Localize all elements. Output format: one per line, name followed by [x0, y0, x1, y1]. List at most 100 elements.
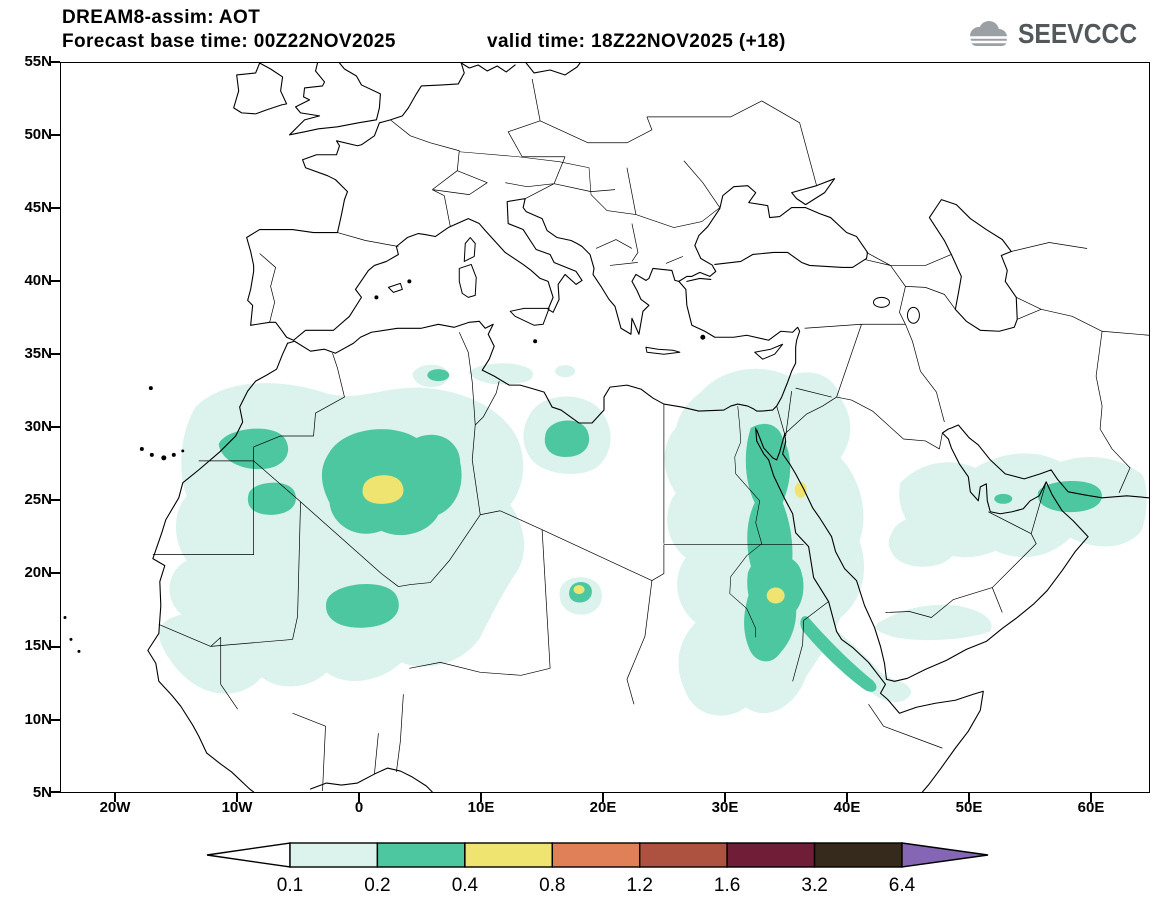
colorbar-segment-3	[464, 842, 553, 868]
border	[505, 156, 637, 215]
lake-urmia	[906, 306, 920, 324]
border	[1017, 308, 1149, 493]
colorbar-label: 0.8	[539, 875, 565, 896]
mallorca-island	[387, 282, 403, 293]
x-tick	[1090, 793, 1092, 802]
y-axis-label: 45N	[24, 199, 52, 216]
colorbar-label: 1.6	[714, 875, 740, 896]
islands	[387, 237, 920, 360]
aot-yellow-red-sea-peak	[794, 481, 807, 498]
coast-europe-mediterranean	[293, 198, 680, 341]
cyprus-island	[754, 343, 784, 360]
coast-baltic	[460, 63, 581, 76]
map-svg	[63, 63, 1149, 792]
y-tick	[51, 134, 60, 136]
map-plot-area	[60, 62, 1150, 793]
colorbar-label: 3.2	[801, 875, 827, 896]
coast-west-africa	[147, 342, 289, 792]
island-dot	[148, 386, 153, 391]
y-axis-label: 25N	[24, 491, 52, 508]
seevccc-logo: SEEVCCC	[965, 18, 1153, 50]
aot-teal-oman	[1037, 480, 1102, 513]
x-tick	[846, 793, 848, 802]
y-axis-label: 30N	[24, 418, 52, 435]
island-dot	[181, 449, 185, 453]
coastlines	[147, 63, 1149, 792]
x-tick	[724, 793, 726, 802]
border	[409, 662, 551, 676]
border	[158, 624, 222, 685]
colorbar: 0.1 0.2 0.4 0.8 1.2 1.6 3.2 6.4	[205, 840, 990, 898]
aot-teal-coast-strip	[800, 616, 877, 692]
border	[784, 396, 943, 450]
border	[471, 424, 481, 515]
y-tick	[51, 280, 60, 282]
x-tick	[236, 793, 238, 802]
border	[651, 544, 665, 581]
y-tick	[51, 61, 60, 63]
y-tick	[51, 646, 60, 648]
sardinia-island	[458, 263, 477, 298]
border	[785, 391, 793, 437]
country-borders	[152, 78, 1149, 792]
border	[474, 381, 500, 426]
border	[868, 704, 943, 749]
border	[432, 170, 488, 227]
border	[792, 601, 829, 682]
coast-azov	[791, 178, 836, 206]
island-dot	[161, 455, 167, 461]
colorbar-label: 0.4	[452, 875, 479, 896]
danube-river	[459, 151, 720, 228]
aot-fill-level2	[218, 369, 1102, 692]
colorbar-segment-1	[289, 842, 379, 868]
aot-fill-level3	[362, 475, 807, 604]
sicily-island	[509, 307, 550, 326]
aot-region-red-sea-south	[801, 609, 912, 703]
y-tick	[51, 719, 60, 721]
coast-ireland	[233, 63, 288, 115]
border	[390, 119, 460, 171]
border	[864, 252, 956, 325]
y-tick	[51, 353, 60, 355]
island-dot	[139, 446, 144, 451]
island-dot	[77, 649, 81, 653]
x-tick	[114, 793, 116, 802]
border	[458, 332, 476, 426]
y-axis-label: 50N	[24, 126, 52, 143]
colorbar-segment-6	[726, 842, 816, 868]
border	[152, 460, 254, 556]
x-tick	[358, 793, 360, 802]
nile-river	[729, 406, 763, 638]
aot-speck	[555, 365, 576, 378]
cloud-icon	[967, 21, 1010, 46]
aot-region-south-arabia	[875, 604, 992, 641]
colorbar-segment-7	[813, 842, 903, 868]
x-axis-label: 10W	[221, 799, 253, 816]
rivers	[459, 151, 763, 638]
x-axis-label: 30E	[711, 799, 739, 816]
y-axis-label: 10N	[24, 711, 52, 728]
x-tick	[968, 793, 970, 802]
border	[1011, 242, 1088, 310]
aot-teal-qatar-dot	[994, 493, 1013, 504]
border	[210, 501, 301, 647]
island-dot	[69, 637, 73, 641]
y-tick	[51, 572, 60, 574]
coast-black-sea	[694, 185, 869, 268]
border	[220, 684, 404, 792]
coast-europe-atlantic	[246, 63, 465, 341]
coast-caspian	[928, 199, 1018, 332]
x-tick	[480, 793, 482, 802]
aot-yellow-sudan-peak	[766, 587, 785, 604]
x-tick	[602, 793, 604, 802]
border	[541, 529, 551, 669]
forecast-base-time: Forecast base time: 00Z22NOV2025	[62, 31, 396, 52]
x-axis-label: 20W	[99, 799, 131, 816]
aot-teal-red-sea-band	[744, 423, 797, 662]
y-tick	[51, 207, 60, 209]
border	[595, 223, 683, 266]
border	[795, 323, 906, 398]
y-tick	[51, 426, 60, 428]
y-axis-label: 55N	[24, 53, 52, 70]
border	[337, 232, 399, 247]
